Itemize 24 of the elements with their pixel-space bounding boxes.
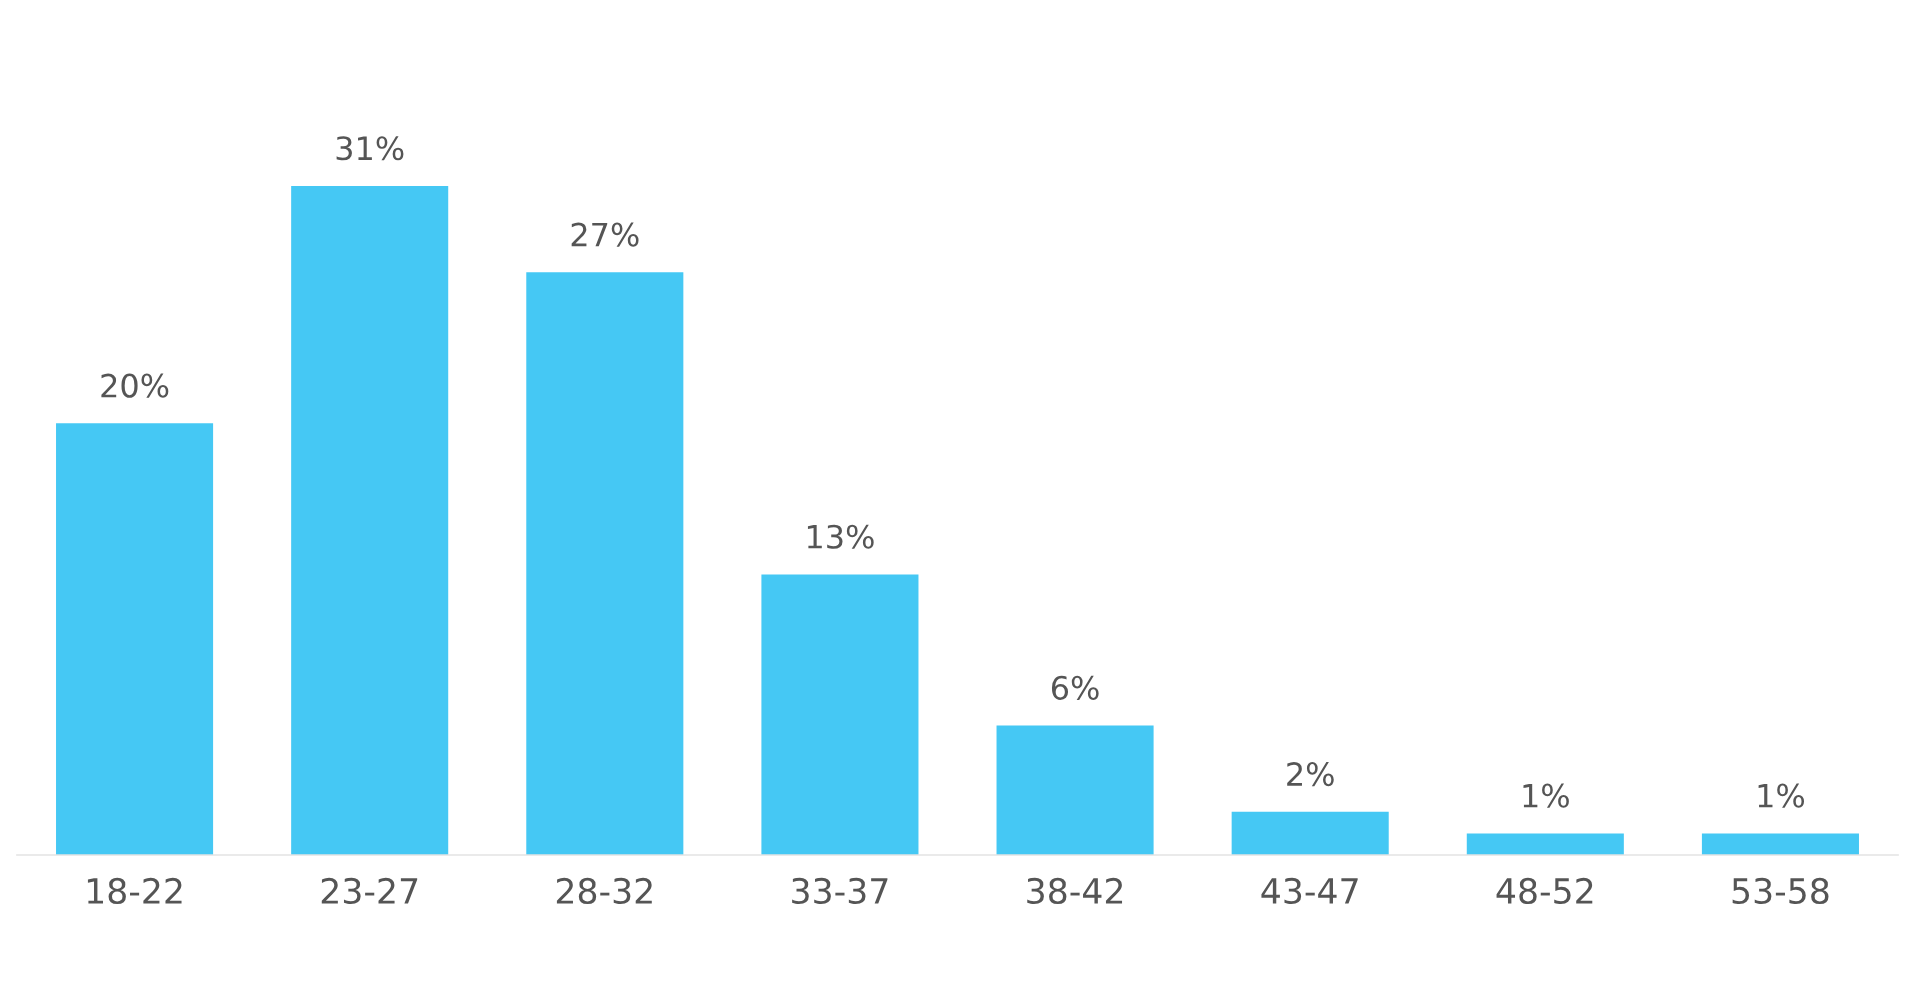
data-label: 31% [336, 136, 404, 161]
data-label: 1% [1523, 783, 1569, 808]
data-label: 2% [1287, 762, 1334, 787]
data-label: 6% [1051, 675, 1099, 700]
x-tick-label: 18-22 [87, 877, 182, 905]
x-tick-label: 23-27 [321, 877, 418, 905]
data-label: 1% [1758, 783, 1805, 808]
x-tick-label: 43-47 [1261, 877, 1358, 905]
data-label: 20% [101, 373, 169, 398]
x-tick-label: 38-42 [1027, 877, 1123, 905]
data-label: 27% [571, 222, 639, 247]
bar [1231, 811, 1389, 855]
x-tick-label: 33-37 [792, 877, 888, 905]
x-tick-label: 48-52 [1496, 877, 1593, 905]
bar [1701, 833, 1859, 855]
data-label: 13% [807, 524, 874, 549]
bar [996, 725, 1154, 855]
bar [526, 272, 684, 855]
x-tick-label: 53-58 [1732, 877, 1829, 905]
bar [761, 574, 919, 855]
x-tick-label: 28-32 [556, 877, 652, 905]
bar [291, 185, 449, 855]
bar [1466, 833, 1624, 855]
bar [56, 423, 214, 855]
